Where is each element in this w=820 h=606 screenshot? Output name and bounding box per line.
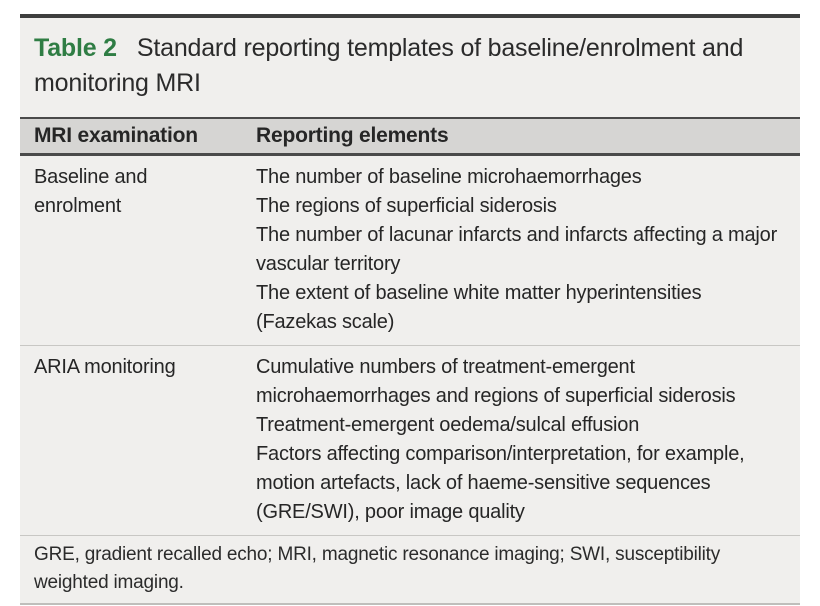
reporting-element: The number of baseline microhaemorrhages: [256, 166, 642, 188]
table-footnote-abbreviations: GRE, gradient recalled echo; MRI, magnet…: [20, 535, 800, 605]
reporting-element: The number of lacunar infarcts and infar…: [256, 224, 778, 275]
table-row-baseline-enrolment: Baseline and enrolment The number of bas…: [20, 156, 800, 345]
reporting-element: Treatment-emergent oedema/sulcal effusio…: [256, 414, 640, 436]
column-header-reporting-elements: Reporting elements: [256, 124, 449, 147]
reporting-element: The extent of baseline white matter hype…: [256, 282, 702, 333]
reporting-elements-cell: Cumulative numbers of treatment-emergent…: [256, 353, 800, 527]
table-caption: Table 2 Standard reporting templates of b…: [20, 18, 800, 117]
table-title: Standard reporting templates of baseline…: [34, 34, 744, 97]
reporting-element: Factors affecting comparison/interpretat…: [256, 443, 745, 523]
reporting-element: The regions of superficial siderosis: [256, 195, 557, 217]
table-2: Table 2 Standard reporting templates of b…: [20, 14, 800, 605]
table-header-row: MRI examination Reporting elements: [20, 117, 800, 156]
examination-cell: Baseline and enrolment: [34, 166, 148, 217]
examination-cell: ARIA monitoring: [34, 356, 176, 378]
reporting-elements-cell: The number of baseline microhaemorrhages…: [256, 163, 800, 337]
reporting-element: Cumulative numbers of treatment-emergent…: [256, 356, 736, 407]
table-row-aria-monitoring: ARIA monitoring Cumulative numbers of tr…: [20, 345, 800, 535]
table-label: Table 2: [34, 34, 117, 62]
column-header-mri-examination: MRI examination: [34, 124, 198, 147]
journal-table-figure: Table 2 Standard reporting templates of b…: [20, 14, 800, 605]
